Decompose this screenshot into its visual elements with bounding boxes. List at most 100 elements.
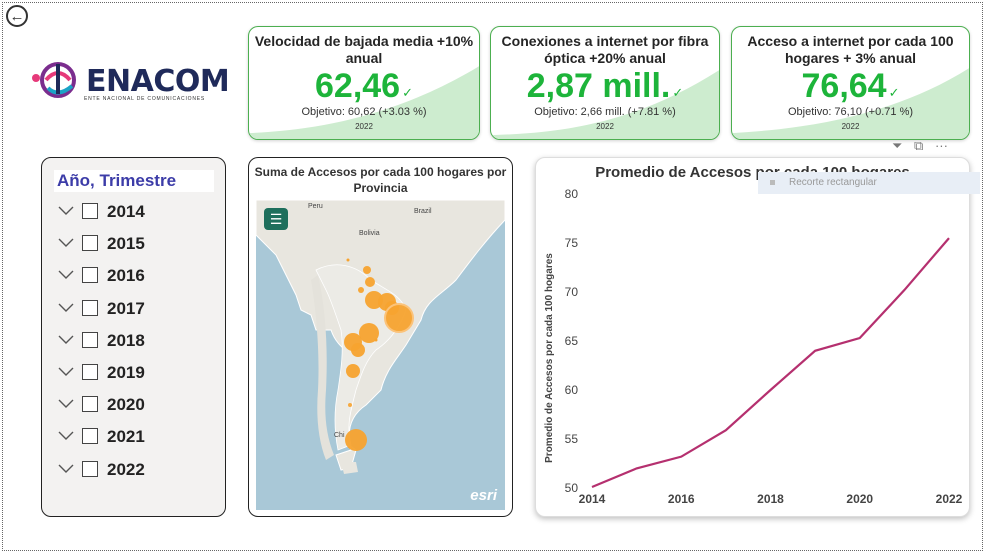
- map-title: Suma de Accesos por cada 100 hogares por…: [254, 165, 507, 195]
- slicer-item-label: 2017: [107, 298, 145, 318]
- kpi-goal: Objetivo: 2,66 mill. (+7.81 %): [534, 106, 676, 118]
- check-icon: ✓: [672, 85, 684, 100]
- tooltip-text: Recorte rectangular: [789, 177, 877, 188]
- map-land: [256, 200, 505, 474]
- kpi-value: 62,46 ✓: [315, 67, 413, 105]
- chevron-down-icon[interactable]: [58, 334, 74, 346]
- chevron-down-icon[interactable]: [58, 269, 74, 281]
- checkbox[interactable]: [82, 460, 98, 477]
- province-bubble[interactable]: [358, 287, 364, 293]
- kpi-title: Conexiones a internet por fibra óptica +…: [501, 33, 709, 66]
- province-bubble[interactable]: [363, 266, 371, 274]
- line-chart-visual: Promedio de Accesos por cada 100 hogares…: [535, 157, 970, 517]
- slicer-item-2016[interactable]: 2016: [58, 266, 208, 288]
- kpi-value: 76,64 ✓: [801, 67, 900, 105]
- filter-icon[interactable]: ⏷: [892, 138, 903, 153]
- focus-mode-icon[interactable]: ⧉: [914, 138, 924, 153]
- slicer-item-label: 2019: [107, 363, 145, 382]
- chevron-down-icon[interactable]: [58, 302, 74, 314]
- slicer-item-label: 2022: [107, 459, 145, 479]
- kpi-trend-area: [249, 66, 479, 139]
- kpi-card-velocidad[interactable]: Velocidad de bajada media +10% anual 62,…: [248, 26, 480, 140]
- kpi-trend-area: [491, 70, 719, 139]
- checkbox[interactable]: [82, 267, 98, 284]
- province-bubble[interactable]: [374, 338, 378, 342]
- tooltip-dot-icon: [770, 179, 775, 185]
- checkbox[interactable]: [82, 396, 98, 413]
- map-label-brazil: Brazil: [414, 208, 432, 215]
- checkbox[interactable]: [82, 428, 98, 445]
- province-bubble[interactable]: [346, 364, 360, 378]
- checkbox[interactable]: [82, 235, 98, 252]
- slicer-item-label: 2018: [107, 330, 145, 350]
- province-bubbles: [344, 258, 414, 451]
- y-tick-label: 65: [565, 334, 579, 348]
- y-tick-label: 55: [565, 432, 579, 446]
- kpi-card-fibra[interactable]: Conexiones a internet por fibra óptica +…: [490, 26, 720, 140]
- y-tick-label: 70: [565, 285, 579, 299]
- logo-wordmark: ENACOM: [86, 64, 230, 99]
- slicer-item-2020[interactable]: 2020: [58, 395, 208, 417]
- slicer-item-2018[interactable]: 2018: [58, 331, 208, 353]
- more-options-icon[interactable]: ···: [934, 138, 948, 153]
- province-bubble[interactable]: [359, 323, 379, 343]
- chevron-down-icon[interactable]: [58, 366, 74, 378]
- chevron-down-icon[interactable]: [58, 463, 74, 475]
- province-bubble[interactable]: [345, 429, 367, 451]
- check-icon: ✓: [888, 85, 900, 100]
- esri-attribution: esri: [470, 487, 497, 504]
- chevron-down-icon[interactable]: [58, 205, 74, 217]
- check-icon: ✓: [402, 85, 413, 100]
- kpi-card-acceso[interactable]: Acceso a internet por cada 100 hogares +…: [731, 26, 970, 140]
- map-label-peru: Peru: [308, 203, 323, 210]
- map-canvas[interactable]: ☰ Peru Brazil Bolivia Chi esri: [256, 200, 505, 510]
- slicer-item-label: 2014: [107, 202, 145, 221]
- chevron-down-icon[interactable]: [58, 398, 74, 410]
- y-tick-label: 75: [565, 236, 579, 250]
- slicer-item-label: 2016: [107, 266, 145, 286]
- year-quarter-slicer: Año, Trimestre 2014 2015 2016 2017 2018 2019 2…: [41, 157, 226, 517]
- slicer-item-label: 2015: [107, 234, 145, 254]
- y-tick-label: 80: [565, 187, 579, 201]
- x-tick-label: 2018: [757, 492, 784, 506]
- chevron-down-icon[interactable]: [58, 430, 74, 442]
- x-tick-label: 2016: [668, 492, 695, 506]
- kpi-goal: Objetivo: 76,10 (+0.71 %): [787, 106, 914, 118]
- kpi-value: 2,87 mill. ✓: [526, 67, 684, 105]
- slicer-item-2019[interactable]: 2019: [58, 363, 208, 385]
- province-bubble[interactable]: [346, 258, 350, 262]
- kpi-trend-area: [732, 68, 969, 139]
- line-chart-svg[interactable]: Promedio de Accesos por cada 100 hogares…: [536, 158, 969, 516]
- y-axis-label: Promedio de Accesos por cada 100 hogares: [544, 253, 555, 463]
- y-tick-label: 50: [565, 481, 579, 495]
- slicer-item-2015[interactable]: 2015: [58, 234, 208, 256]
- map-label-chile: Chi: [334, 432, 345, 439]
- logo-subtitle: ENTE NACIONAL DE COMUNICACIONES: [84, 96, 206, 102]
- slicer-item-2021[interactable]: 2021: [58, 427, 208, 449]
- checkbox[interactable]: [82, 299, 98, 316]
- checkbox[interactable]: [82, 364, 98, 380]
- slicer-item-2022[interactable]: 2022: [58, 460, 208, 482]
- slicer-item-2014[interactable]: 2014: [58, 202, 208, 224]
- back-arrow-icon[interactable]: ←: [6, 5, 28, 27]
- tooltip-rectangular-crop: Recorte rectangular: [758, 172, 980, 194]
- chevron-down-icon[interactable]: [58, 237, 74, 249]
- logo-mark-icon: [32, 62, 76, 98]
- province-bubble[interactable]: [351, 343, 365, 357]
- x-tick-label: 2014: [579, 492, 606, 506]
- checkbox[interactable]: [82, 203, 98, 219]
- visual-header-toolbar: ⏷ ⧉ ···: [892, 138, 956, 154]
- province-bubble[interactable]: [365, 277, 375, 287]
- x-tick-label: 2020: [846, 492, 873, 506]
- checkbox[interactable]: [82, 331, 98, 348]
- slicer-item-2017[interactable]: 2017: [58, 299, 208, 321]
- province-bubble[interactable]: [384, 303, 414, 333]
- slicer-header: Año, Trimestre: [54, 170, 214, 192]
- map-label-bolivia: Bolivia: [359, 230, 380, 237]
- province-map-visual: Suma de Accesos por cada 100 hogares por…: [248, 157, 513, 517]
- series-line[interactable]: [591, 237, 950, 489]
- slicer-item-label: 2021: [107, 427, 145, 447]
- hamburger-menu-icon[interactable]: ☰: [264, 208, 288, 230]
- province-bubble[interactable]: [348, 403, 352, 407]
